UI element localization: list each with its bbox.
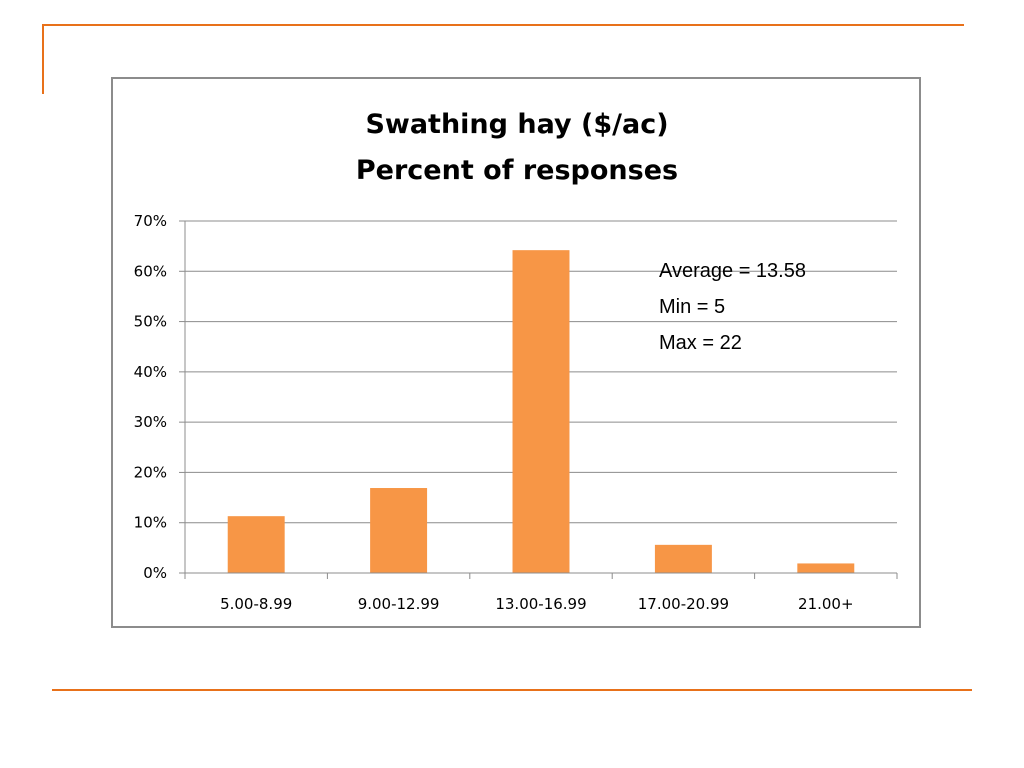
bar-5.00-8.99 [227,516,285,573]
left-accent-rule [42,24,44,94]
y-tick-label: 20% [134,463,167,481]
chart-title: Swathing hay ($/ac) Percent of responses [0,102,1024,194]
chart-title-line-1: Swathing hay ($/ac) [365,109,669,140]
x-tick-label: 9.00-12.99 [358,595,440,613]
bar-9.00-12.99 [370,488,428,573]
x-tick-label: 5.00-8.99 [220,595,292,613]
y-tick-label: 40% [134,363,167,381]
x-tick-label: 13.00-16.99 [495,595,586,613]
bar-13.00-16.99 [512,250,570,573]
y-tick-label: 0% [143,564,167,582]
bottom-accent-rule [52,689,972,691]
bar-17.00-20.99 [654,544,712,573]
chart-title-line-2: Percent of responses [355,155,679,186]
y-tick-label: 50% [134,313,167,331]
y-tick-label: 60% [134,262,167,280]
y-tick-label: 70% [134,212,167,230]
y-tick-label: 10% [134,514,167,532]
x-tick-label: 21.00+ [798,595,854,613]
y-tick-label: 30% [134,413,167,431]
top-accent-rule [42,24,964,26]
annotation-min: Min = 5 [659,296,726,318]
annotation-max: Max = 22 [659,332,742,354]
stats-annotation: Average = 13.58 Min = 5 Max = 22 [659,253,806,361]
x-tick-label: 17.00-20.99 [638,595,729,613]
annotation-average: Average = 13.58 [659,260,806,282]
bar-21.00+ [797,563,855,573]
